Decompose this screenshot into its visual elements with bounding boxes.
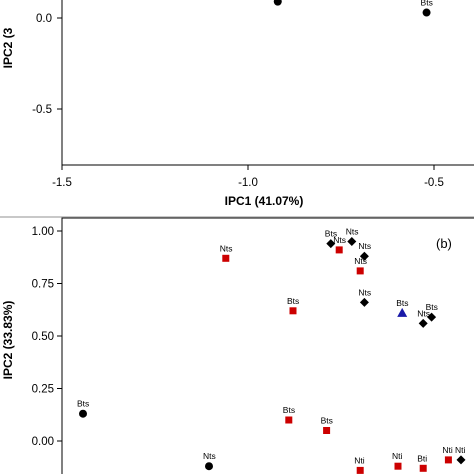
- panel-a-x-tick-label: -1.0: [238, 177, 258, 189]
- panel-a-point: [422, 8, 431, 17]
- panel-a-x-tick-label: -0.5: [424, 177, 444, 189]
- panel-b-point: [356, 466, 364, 474]
- panel-b-label: (b): [436, 236, 452, 251]
- panel-b-point: [359, 297, 369, 307]
- panel-b-point-label: Nti: [455, 445, 466, 455]
- panel-b-y-tick-label: 1.00: [32, 226, 54, 238]
- panel-b-point: [335, 246, 343, 254]
- panel-b-y-tick-label: 0.00: [32, 436, 54, 448]
- panel-b-point-label: Bts: [321, 416, 333, 426]
- panel-b-y-ticks: 1.00 0.75 0.50 0.25 0.00: [32, 226, 62, 448]
- panel-b-point: [323, 427, 331, 434]
- panel-a-point: [273, 0, 282, 6]
- panel-a-x-ticks: -1.5 -1.0 -0.5: [52, 165, 444, 189]
- panel-b-y-tick-label: 0.50: [32, 331, 54, 343]
- panel-b-point-label: Bts: [325, 229, 337, 239]
- panel-b-point: [285, 416, 293, 424]
- panel-b: 1.000.750.500.250.00 Bts NtsNtsNtsNtsNtsN…: [1, 217, 474, 474]
- panel-b-frame: [61, 217, 474, 474]
- panel-b-point-label: Bts: [287, 296, 299, 306]
- panel-b-point: [347, 237, 357, 246]
- panel-b-point: [444, 456, 452, 464]
- panel-b-point: [394, 462, 402, 470]
- panel-b-point-label: Nts: [346, 227, 359, 237]
- panel-b-point: [289, 307, 297, 315]
- panel-a-y-axis-label: IPC2 (3: [1, 27, 15, 68]
- panel-b-point-label: Nts: [358, 241, 371, 251]
- panel-b-point-label: Nts: [354, 256, 367, 266]
- panel-b-point: [419, 464, 427, 472]
- panel-b-y-axis-label: IPC2 (33.83%): [1, 301, 15, 380]
- panel-b-point: [356, 267, 364, 275]
- panel-b-point-label: Nts: [417, 308, 430, 318]
- panel-a-y-ticks: 0.0 -0.5: [32, 13, 62, 116]
- panel-a-y-tick-label: -0.5: [32, 104, 52, 116]
- panel-b-point-label: Nts: [333, 235, 346, 245]
- panel-b-point-label: Nti: [442, 445, 453, 455]
- panel-b-point: [79, 409, 87, 418]
- panel-b-point: [205, 462, 213, 471]
- panel-a-point-label: Bts: [421, 0, 433, 8]
- panel-b-point: [427, 312, 437, 322]
- panel-b-point-label: Nts: [203, 451, 216, 461]
- panel-a-y-tick-label: 0.0: [36, 13, 52, 25]
- panel-b-point-label: Nti: [354, 455, 365, 465]
- panel-b-point: [326, 239, 336, 249]
- panel-b-point-label: Nti: [392, 451, 403, 461]
- panel-b-point: [456, 455, 466, 465]
- panel-a-x-axis-label: IPC1 (41.07%): [225, 194, 304, 208]
- panel-b-point-label: Nts: [220, 243, 233, 253]
- panel-b-point-label: Bts: [426, 302, 438, 312]
- panel-b-y-tick-label: 0.25: [32, 384, 54, 396]
- panel-b-point: [418, 318, 428, 328]
- panel-b-point-label: Bts: [396, 298, 408, 308]
- panel-b-point-label: Bts: [77, 399, 89, 409]
- panel-a-x-tick-label: -1.5: [52, 177, 72, 189]
- panel-b-point: [397, 307, 408, 317]
- panel-b-point-label: Nts: [358, 287, 371, 297]
- panel-b-point-label: Bti: [417, 453, 427, 463]
- panel-a-points: BtsNtsNtiNtiNtsBtiNtsNtiBtiNtsNtiNtsBtiB…: [273, 0, 433, 17]
- panel-b-point: [359, 251, 369, 261]
- panel-a: -1.5 -1.0 -0.5 0.0 -0.5 BtsNtsNtiNtiNtsBtiN…: [1, 0, 474, 208]
- panel-b-point-label: Bts: [283, 405, 295, 415]
- panel-separator: [0, 216, 474, 218]
- panel-b-y-tick-label: 0.75: [32, 279, 54, 291]
- panel-b-point: [222, 254, 230, 262]
